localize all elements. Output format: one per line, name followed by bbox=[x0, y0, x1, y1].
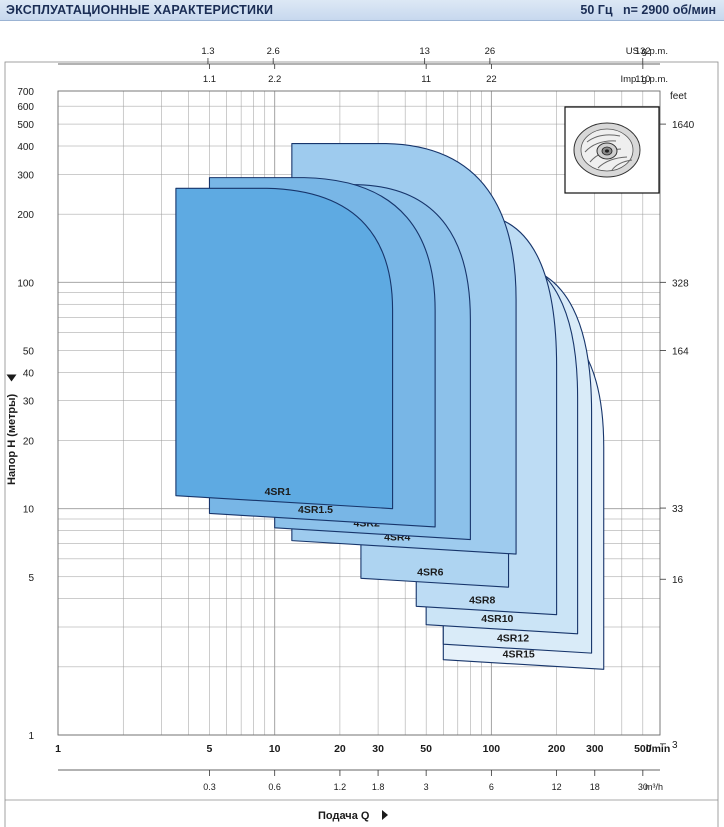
curve-label-4SR12: 4SR12 bbox=[497, 633, 529, 645]
x-tick-label: 20 bbox=[334, 743, 346, 755]
m3h-tick-label: 18 bbox=[590, 782, 600, 792]
imp-gpm-tick-label: 11 bbox=[421, 74, 431, 85]
curve-label-4SR1: 4SR1 bbox=[265, 486, 291, 498]
curve-4SR1 bbox=[175, 187, 394, 510]
speed-label: n= 2900 об/мин bbox=[623, 3, 716, 17]
x-axis-label: Подача Q bbox=[318, 810, 370, 822]
curve-label-4SR8: 4SR8 bbox=[469, 594, 495, 606]
right-tick-label: 164 bbox=[672, 346, 689, 357]
right-tick-label: 33 bbox=[672, 504, 684, 515]
curve-label-4SR6: 4SR6 bbox=[417, 567, 443, 579]
x-tick-label: 500 bbox=[634, 743, 652, 755]
us-gpm-tick-label: 2.6 bbox=[267, 46, 280, 57]
curve-label-4SR10: 4SR10 bbox=[481, 613, 513, 625]
right-tick-label: 1640 bbox=[672, 120, 695, 131]
y-tick-label: 20 bbox=[23, 437, 35, 448]
right-tick-label: 3 bbox=[672, 740, 678, 751]
us-gpm-tick-label: 13 bbox=[419, 46, 430, 57]
curve-label-4SR1-5: 4SR1.5 bbox=[298, 504, 333, 516]
m3h-tick-label: 1.2 bbox=[334, 782, 347, 792]
y-tick-label: 10 bbox=[23, 505, 35, 516]
us-gpm-tick-label: 132 bbox=[635, 46, 651, 57]
m3h-tick-label: 30 bbox=[638, 782, 648, 792]
x-tick-label: 50 bbox=[420, 743, 432, 755]
x-tick-label: 300 bbox=[586, 743, 604, 755]
imp-gpm-tick-label: 1.1 bbox=[203, 74, 216, 85]
x-tick-label: 200 bbox=[548, 743, 566, 755]
m3h-tick-label: 0.3 bbox=[203, 782, 216, 792]
y-tick-label: 400 bbox=[17, 142, 34, 153]
y-tick-label: 50 bbox=[23, 346, 35, 357]
m3h-axis-unit: m³/h bbox=[645, 782, 663, 792]
chart-axes: 1 5 10 20 30 40 50 100 200 300 400 500 600 700 1640 328… bbox=[5, 46, 718, 801]
us-gpm-unit: US g.p.m. bbox=[626, 46, 668, 57]
imp-gpm-unit: Imp. g.p.m. bbox=[620, 74, 668, 85]
curve-label-4SR15: 4SR15 bbox=[503, 649, 535, 661]
y-tick-label: 5 bbox=[28, 573, 34, 584]
us-gpm-tick-label: 26 bbox=[485, 46, 496, 57]
impeller-icon bbox=[564, 106, 660, 194]
imp-gpm-tick-label: 22 bbox=[486, 74, 497, 85]
y-tick-label: 500 bbox=[17, 120, 34, 131]
page-title: ЭКСПЛУАТАЦИОННЫЕ ХАРАКТЕРИСТИКИ bbox=[6, 3, 274, 17]
y-tick-label: 700 bbox=[17, 87, 34, 98]
y-tick-label: 100 bbox=[17, 278, 34, 289]
speed-info: 50 Гц n= 2900 об/мин bbox=[580, 3, 716, 17]
y-tick-label: 300 bbox=[17, 170, 34, 181]
x-tick-label: 5 bbox=[207, 743, 213, 755]
curve-areas: 4SR154SR124SR104SR84SR64SR44SR24SR1.54SR… bbox=[175, 143, 605, 670]
m3h-tick-label: 1.8 bbox=[372, 782, 385, 792]
y-axis-label: Напор H (метры) bbox=[6, 394, 18, 485]
imp-gpm-tick-label: 110 bbox=[635, 74, 650, 85]
right-tick-label: 328 bbox=[672, 278, 689, 289]
x-tick-label: 1 bbox=[55, 743, 61, 755]
y-axis-arrow-icon bbox=[6, 374, 17, 382]
x-axis-arrow-icon bbox=[382, 810, 388, 820]
chart-frame bbox=[4, 61, 719, 827]
x-tick-label: 30 bbox=[372, 743, 384, 755]
imp-gpm-tick-label: 2.2 bbox=[268, 74, 281, 85]
y-tick-label: 1 bbox=[28, 731, 34, 742]
x-axis-unit: l/min bbox=[646, 743, 671, 755]
y-tick-label: 600 bbox=[17, 102, 34, 113]
m3h-tick-label: 3 bbox=[424, 782, 429, 792]
x-tick-label: 100 bbox=[483, 743, 501, 755]
m3h-tick-label: 12 bbox=[552, 782, 562, 792]
y-tick-label: 30 bbox=[23, 397, 35, 408]
right-tick-label: 16 bbox=[672, 575, 684, 586]
chart-header: ЭКСПЛУАТАЦИОННЫЕ ХАРАКТЕРИСТИКИ 50 Гц n=… bbox=[0, 0, 724, 21]
frequency-label: 50 Гц bbox=[580, 3, 613, 17]
plot-border bbox=[57, 90, 661, 736]
y-tick-label: 40 bbox=[23, 368, 35, 379]
m3h-tick-label: 0.6 bbox=[268, 782, 281, 792]
right-axis-unit: feet bbox=[670, 91, 687, 102]
x-tick-label: 10 bbox=[269, 743, 281, 755]
m3h-tick-label: 6 bbox=[489, 782, 494, 792]
y-tick-label: 200 bbox=[17, 210, 34, 221]
us-gpm-tick-label: 1.3 bbox=[201, 46, 214, 57]
